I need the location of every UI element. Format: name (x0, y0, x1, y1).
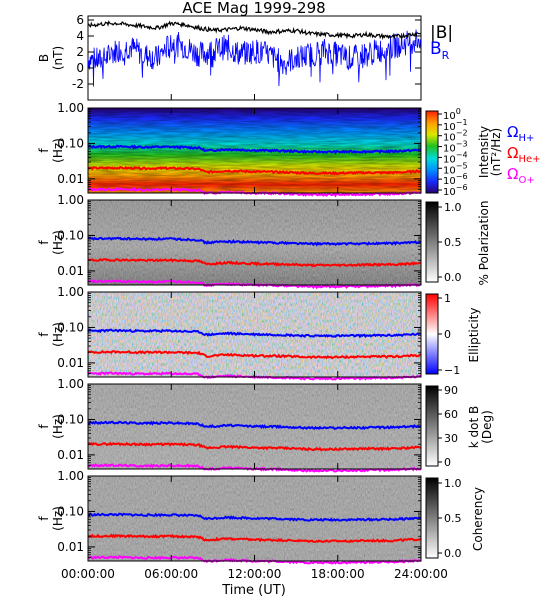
colorbar-polarization: 1.0 0.5 0.0 % Polarization (425, 201, 491, 286)
panel-intensity (88, 108, 421, 193)
gyro-he-line (87, 165, 422, 176)
frequency-ylabel-unit: (Hz) (51, 138, 65, 163)
field-ylabel-main: B (37, 54, 51, 62)
gyro-o-line (87, 371, 422, 381)
time-xtick-label: 12:00:00 (228, 567, 282, 581)
colorbar-ellipticity-tick-label: 1 (444, 292, 451, 305)
label-omega-o: ΩO+ (507, 165, 535, 186)
colorbar-intensity-tick-label: 10−2 (443, 129, 468, 144)
gyro-h-line (87, 236, 422, 247)
colorbar-intensity-tick-label: 100 (443, 107, 461, 122)
frequency-ytick-label: 0.01 (57, 172, 84, 186)
colorbar-k-dot-b-tick-label: 90 (444, 384, 458, 397)
frequency-ytick-label: 0.10 (57, 504, 84, 518)
chart-title: ACE Mag 1999-298 (182, 0, 325, 17)
label-omega-he: ΩHe+ (507, 144, 541, 165)
frequency-ylabel-unit: (Hz) (51, 414, 65, 439)
colorbar-polarization-tick-label: 0.5 (444, 236, 462, 249)
frequency-ytick-label: 0.10 (57, 228, 84, 242)
field-ytick-label: -2 (72, 77, 84, 91)
colorbar-ellipticity: 1 0 −1 Ellipticity (425, 292, 481, 377)
colorbar-polarization-label: % Polarization (477, 201, 491, 286)
series-b-radial (87, 29, 422, 87)
frequency-ytick-label: 1.00 (57, 285, 84, 299)
time-xtick-label: 06:00:00 (144, 567, 198, 581)
frequency-ylabel-main: f (37, 516, 51, 521)
colorbar-coherency-tick-label: 0.0 (444, 547, 462, 560)
field-ytick-label: 0 (76, 61, 84, 75)
colorbar-polarization-tick-label: 1.0 (444, 201, 462, 214)
colorbar-intensity-tick-label: 10−4 (443, 150, 468, 165)
frequency-ytick-label: 1.00 (57, 193, 84, 207)
colorbar-coherency-tick-label: 0.5 (444, 512, 462, 525)
colorbar-intensity-label: Intensity (477, 126, 491, 178)
frequency-ylabel-main: f (37, 332, 51, 337)
x-axis-label: Time (UT) (221, 583, 286, 598)
frequency-ylabel-main: f (37, 240, 51, 245)
field-ytick-label: 6 (76, 13, 84, 27)
field-ylabel-unit: (nT) (51, 46, 65, 70)
legend-b-radial: BR (430, 39, 450, 62)
gyro-h-line (87, 328, 422, 339)
colorbar-k-dot-b-tick-label: 30 (444, 432, 458, 445)
gyro-h-line (87, 144, 422, 155)
legend-b-radial-subscript: R (442, 49, 450, 62)
frequency-ytick-label: 0.01 (57, 448, 84, 462)
frequency-ytick-label: 0.10 (57, 412, 84, 426)
frequency-ylabel-unit: (Hz) (51, 230, 65, 255)
colorbar-k-dot-b-label: k dot B (467, 406, 481, 448)
colorbar-coherency-tick-label: 1.0 (444, 477, 462, 490)
colorbar-coherency: 1.0 0.5 0.0 Coherency (425, 477, 485, 560)
colorbar-intensity-unit: (nT²/Hz) (489, 128, 503, 176)
frequency-ylabel-unit: (Hz) (51, 322, 65, 347)
colorbar-k-dot-b-tick-label: 60 (444, 408, 458, 421)
colorbar-intensity-tick-label: 10−1 (443, 118, 468, 133)
gyro-he-line (87, 533, 422, 544)
gyro-h-line (87, 420, 422, 431)
legend-b-magnitude: |B| (430, 23, 453, 43)
gyro-h-line (87, 512, 422, 523)
frequency-ytick-label: 0.01 (57, 264, 84, 278)
time-axis: 00:00:00 06:00:00 12:00:00 18:00:00 24:00:00 (61, 567, 448, 581)
panel-field-timeseries: 6 4 2 0 -2 B (nT) |B| BR (37, 13, 453, 101)
gyro-he-line (87, 441, 422, 452)
frequency-ytick-label: 0.01 (57, 356, 84, 370)
gyro-he-line (87, 257, 422, 268)
frequency-ytick-label: 1.00 (57, 101, 84, 115)
frequency-ytick-label: 1.00 (57, 377, 84, 391)
series-b-magnitude (87, 20, 422, 41)
colorbar-k-dot-b: 90 60 30 0 k dot B (Deg) (425, 384, 494, 469)
colorbar-intensity-tick-label: 10−5 (443, 161, 468, 176)
colorbar-ellipticity-label: Ellipticity (467, 308, 481, 363)
colorbar-k-dot-b-unit: (Deg) (480, 410, 494, 444)
time-xtick-label: 18:00:00 (311, 567, 365, 581)
label-omega-h: ΩH+ (507, 123, 534, 144)
colorbar-polarization-tick-label: 0.0 (444, 271, 462, 284)
frequency-ylabel-unit: (Hz) (51, 506, 65, 531)
colorbar-intensity-tick-label: 10−3 (443, 140, 468, 155)
colorbar-intensity-tick-label: 10−6 (443, 172, 468, 187)
field-ytick-label: 2 (76, 45, 84, 59)
field-ytick-label: 4 (76, 29, 84, 43)
colorbar-ellipticity-tick-label: 0 (444, 328, 451, 341)
frequency-ytick-label: 0.10 (57, 320, 84, 334)
frequency-ytick-label: 0.10 (57, 136, 84, 150)
colorbar-coherency-label: Coherency (471, 487, 485, 551)
frequency-ylabel-main: f (37, 424, 51, 429)
frequency-ytick-label: 1.00 (57, 469, 84, 483)
colorbar-intensity-tick-label: 10−6 (443, 183, 468, 198)
panel-k-dot-b (88, 384, 421, 469)
frequency-ytick-label: 0.01 (57, 540, 84, 554)
frequency-ylabel-main: f (37, 148, 51, 153)
time-xtick-label: 24:00:00 (394, 567, 448, 581)
time-xtick-label: 00:00:00 (61, 567, 115, 581)
gyro-he-line (87, 349, 422, 360)
colorbar-ellipticity-tick-label: −1 (444, 364, 460, 377)
colorbar-k-dot-b-tick-label: 0 (444, 456, 451, 469)
